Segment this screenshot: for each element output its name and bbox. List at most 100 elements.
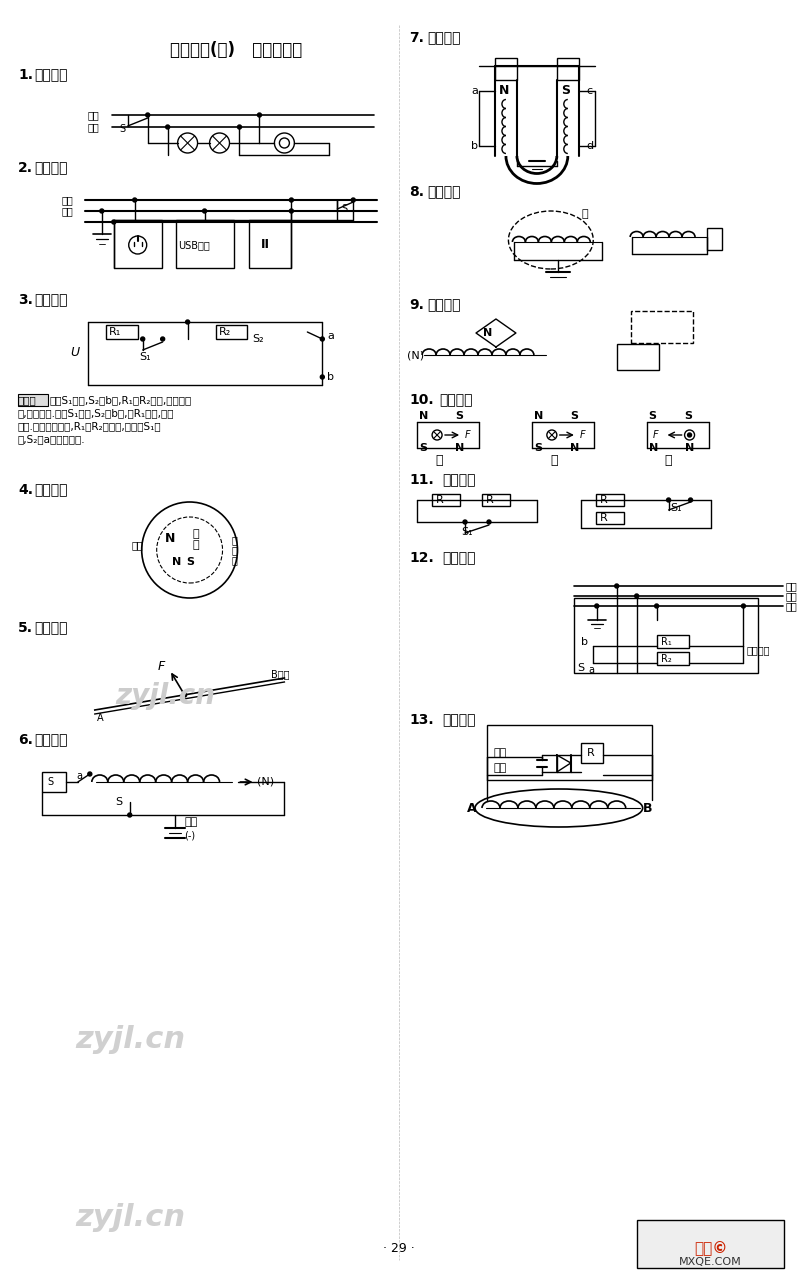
Circle shape xyxy=(320,337,324,341)
Text: N: N xyxy=(455,443,464,454)
Bar xyxy=(215,325,247,339)
Text: 如图所示: 如图所示 xyxy=(34,621,67,635)
Text: S: S xyxy=(419,443,427,454)
Text: S₁: S₁ xyxy=(140,352,151,362)
Text: R₁: R₁ xyxy=(109,326,121,337)
Text: 10.: 10. xyxy=(409,393,434,407)
Text: (N): (N) xyxy=(407,350,424,360)
Circle shape xyxy=(279,137,290,148)
Text: zyjl.cn: zyjl.cn xyxy=(75,1025,185,1055)
Text: · 29 ·: · 29 · xyxy=(383,1241,415,1254)
Text: 开关S₁断开,S₂接b时,R₁与R₂串联,总功率最: 开关S₁断开,S₂接b时,R₁与R₂串联,总功率最 xyxy=(50,394,192,405)
Text: 电源: 电源 xyxy=(185,817,198,828)
Bar xyxy=(706,227,722,251)
Text: R: R xyxy=(600,513,607,523)
Text: II: II xyxy=(261,239,270,252)
Bar xyxy=(637,1219,784,1268)
Text: 如图所示: 如图所示 xyxy=(34,483,67,497)
Text: S₂: S₂ xyxy=(253,334,264,344)
Text: 零线: 零线 xyxy=(88,122,99,132)
Text: R: R xyxy=(600,495,607,505)
Text: S: S xyxy=(561,85,570,98)
Bar xyxy=(630,311,693,343)
Text: 金属外壳: 金属外壳 xyxy=(746,645,770,655)
Circle shape xyxy=(112,220,116,224)
Text: 江: 江 xyxy=(193,540,199,550)
Circle shape xyxy=(689,499,693,502)
Circle shape xyxy=(685,430,694,439)
Text: 如图所示: 如图所示 xyxy=(427,185,461,199)
Text: 5.: 5. xyxy=(18,621,33,635)
Text: 甲: 甲 xyxy=(582,209,589,218)
Circle shape xyxy=(100,209,104,213)
Text: 如图所示: 如图所示 xyxy=(34,732,67,747)
Text: S: S xyxy=(47,777,53,786)
Circle shape xyxy=(146,113,150,117)
Text: 火线: 火线 xyxy=(62,195,74,206)
Text: N: N xyxy=(172,556,181,567)
Text: S: S xyxy=(342,204,347,215)
Text: a: a xyxy=(77,771,83,781)
Circle shape xyxy=(186,320,190,324)
Text: A: A xyxy=(97,713,103,723)
Text: 7.: 7. xyxy=(409,31,424,45)
Text: 如图所示: 如图所示 xyxy=(442,473,475,487)
Text: 如图所示: 如图所示 xyxy=(34,161,67,175)
Bar xyxy=(487,725,652,780)
Text: S: S xyxy=(577,663,584,673)
Circle shape xyxy=(202,209,206,213)
Text: B位置: B位置 xyxy=(271,669,290,678)
Circle shape xyxy=(432,430,442,439)
Text: R: R xyxy=(586,748,594,758)
Bar xyxy=(557,58,578,80)
Text: S: S xyxy=(570,411,578,421)
Bar xyxy=(657,651,689,666)
Circle shape xyxy=(88,772,92,776)
Text: 12.: 12. xyxy=(409,551,434,565)
Text: N: N xyxy=(685,443,694,454)
Text: 丁: 丁 xyxy=(665,454,672,466)
Bar xyxy=(574,598,758,673)
Text: 9.: 9. xyxy=(409,298,424,312)
Text: 6.: 6. xyxy=(18,732,33,747)
Circle shape xyxy=(129,236,146,254)
Text: S: S xyxy=(455,411,463,421)
Text: zyjl.cn: zyjl.cn xyxy=(75,1204,185,1232)
Bar xyxy=(596,493,624,506)
Text: 火线: 火线 xyxy=(786,581,797,591)
Circle shape xyxy=(320,375,324,379)
Text: N: N xyxy=(165,532,175,545)
Circle shape xyxy=(666,499,670,502)
Text: 3.: 3. xyxy=(18,293,33,307)
Text: 地轴: 地轴 xyxy=(132,540,143,550)
Bar xyxy=(482,493,510,506)
Circle shape xyxy=(614,583,618,589)
Text: S: S xyxy=(649,411,657,421)
Text: 如图所示: 如图所示 xyxy=(442,551,475,565)
Circle shape xyxy=(166,125,170,128)
Text: (N): (N) xyxy=(258,777,274,786)
Text: b: b xyxy=(471,141,478,152)
Text: 专题强化(三)   电和磁作图: 专题强化(三) 电和磁作图 xyxy=(170,41,302,59)
Text: N: N xyxy=(499,85,510,98)
Bar xyxy=(617,344,658,370)
Circle shape xyxy=(290,198,294,202)
Circle shape xyxy=(182,693,186,696)
Bar xyxy=(657,635,689,648)
Text: 零线: 零线 xyxy=(62,206,74,216)
Text: S₁: S₁ xyxy=(670,502,682,513)
Circle shape xyxy=(142,502,238,598)
Circle shape xyxy=(547,430,557,439)
Text: 13.: 13. xyxy=(409,713,434,727)
Text: R₂: R₂ xyxy=(661,654,671,664)
Text: 8.: 8. xyxy=(409,185,424,199)
Circle shape xyxy=(210,134,230,153)
Text: R₂: R₂ xyxy=(218,326,230,337)
Text: N: N xyxy=(570,443,579,454)
Text: 如图所示: 如图所示 xyxy=(427,31,461,45)
Text: R: R xyxy=(486,495,494,505)
Text: S: S xyxy=(114,797,122,807)
Text: 零线: 零线 xyxy=(786,591,797,601)
Circle shape xyxy=(290,209,294,213)
Circle shape xyxy=(634,594,638,598)
